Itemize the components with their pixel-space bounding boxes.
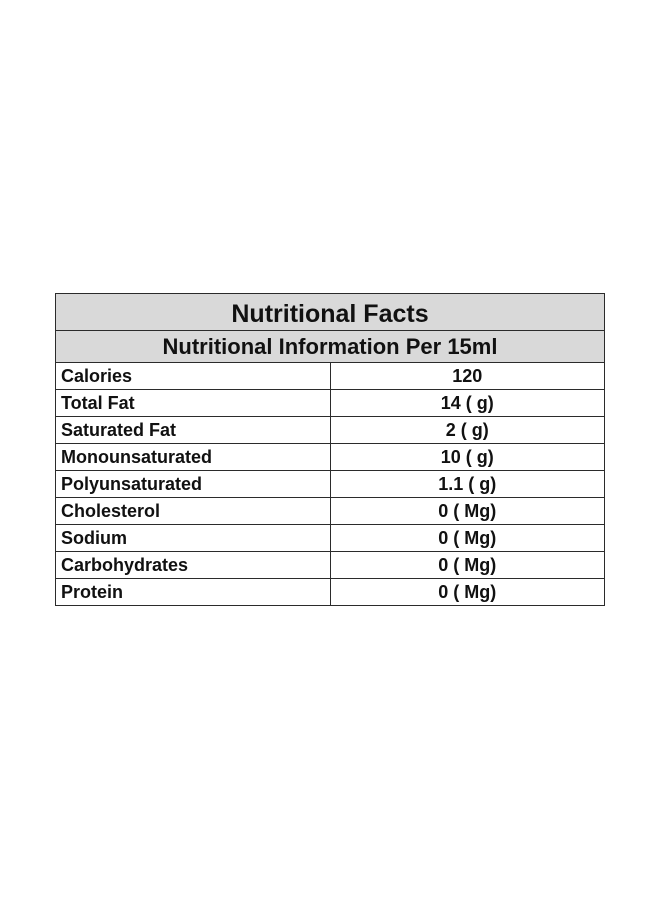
table-row: Calories 120 (55, 362, 605, 390)
table-row: Total Fat 14 ( g) (55, 389, 605, 417)
table-row: Monounsaturated 10 ( g) (55, 443, 605, 471)
table-row: Polyunsaturated 1.1 ( g) (55, 470, 605, 498)
title-row: Nutritional Facts (55, 293, 605, 331)
table-row: Protein 0 ( Mg) (55, 578, 605, 606)
table-subtitle: Nutritional Information Per 15ml (55, 330, 605, 363)
nutrient-value: 0 ( Mg) (329, 578, 605, 606)
table-title: Nutritional Facts (55, 293, 605, 331)
nutrient-name: Polyunsaturated (55, 470, 331, 498)
subtitle-row: Nutritional Information Per 15ml (55, 330, 605, 363)
nutrient-name: Protein (55, 578, 331, 606)
nutrient-value: 14 ( g) (329, 389, 605, 417)
nutrient-name: Saturated Fat (55, 416, 331, 444)
nutrient-value: 120 (329, 362, 605, 390)
table-row: Saturated Fat 2 ( g) (55, 416, 605, 444)
nutrient-name: Carbohydrates (55, 551, 331, 579)
table-row: Sodium 0 ( Mg) (55, 524, 605, 552)
nutrient-name: Cholesterol (55, 497, 331, 525)
nutrient-value: 2 ( g) (329, 416, 605, 444)
nutrient-value: 10 ( g) (329, 443, 605, 471)
table-row: Carbohydrates 0 ( Mg) (55, 551, 605, 579)
nutrient-value: 1.1 ( g) (329, 470, 605, 498)
nutrient-name: Sodium (55, 524, 331, 552)
table-row: Cholesterol 0 ( Mg) (55, 497, 605, 525)
nutrient-name: Calories (55, 362, 331, 390)
nutrition-facts-table: Nutritional Facts Nutritional Informatio… (55, 293, 605, 606)
nutrient-value: 0 ( Mg) (329, 524, 605, 552)
nutrient-value: 0 ( Mg) (329, 551, 605, 579)
nutrient-name: Total Fat (55, 389, 331, 417)
nutrient-value: 0 ( Mg) (329, 497, 605, 525)
nutrient-name: Monounsaturated (55, 443, 331, 471)
